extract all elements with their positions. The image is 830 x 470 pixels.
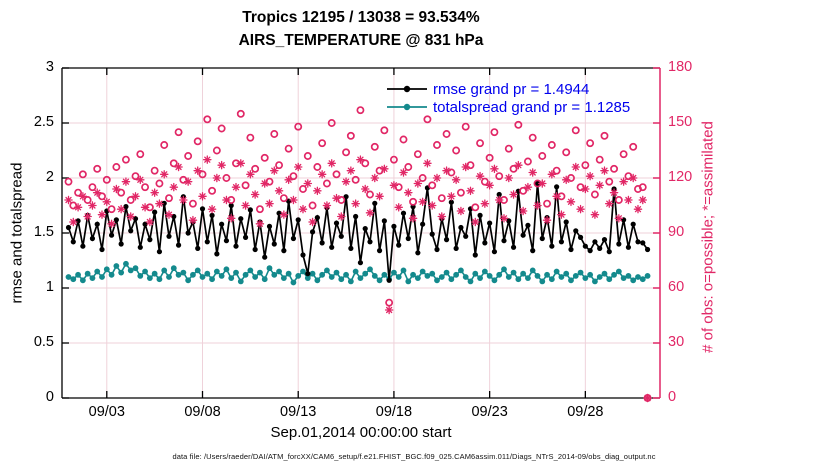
right-y-tick-label: 60	[668, 279, 685, 295]
left-y-tick-label: 2.5	[33, 114, 54, 130]
left-y-tick-label: 1.5	[33, 224, 54, 240]
legend-entry-rmse: rmse grand pr = 1.4944	[386, 80, 630, 98]
x-tick-label: 09/23	[471, 404, 508, 420]
plot-subtitle: AIRS_TEMPERATURE @ 831 hPa	[238, 32, 484, 49]
right-y-tick-label: 180	[668, 59, 693, 75]
right-y-tick-label: 90	[668, 224, 685, 240]
legend-label-totalspread: totalspread grand pr = 1.1285	[433, 98, 631, 116]
legend-label-rmse: rmse grand pr = 1.4944	[433, 80, 590, 98]
legend-entry-totalspread: totalspread grand pr = 1.1285	[386, 98, 630, 116]
left-y-tick-label: 3	[45, 59, 54, 75]
x-tick-label: 09/13	[280, 404, 317, 420]
totalspread-line-marker-icon	[387, 103, 427, 111]
data-file-path: data file: /Users/raeder/DAI/ATM_forcXX/…	[172, 452, 656, 461]
left-y-tick-label: 0	[45, 389, 54, 405]
legend: rmse grand pr = 1.4944 totalspread grand…	[386, 80, 630, 116]
x-axis-label: Sep.01,2014 00:00:00 start	[270, 424, 452, 441]
right-y-tick-label: 30	[668, 334, 685, 350]
rmse-line-marker-icon	[387, 85, 427, 93]
x-tick-label: 09/28	[567, 404, 604, 420]
left-y-tick-label: 2	[45, 169, 54, 185]
plot-title: Tropics 12195 / 13038 = 93.534%	[242, 9, 480, 26]
right-y-tick-label: 150	[668, 114, 693, 130]
right-y-tick-label: 120	[668, 169, 693, 185]
x-tick-label: 09/03	[88, 404, 125, 420]
x-tick-label: 09/08	[184, 404, 221, 420]
left-y-tick-label: 1	[45, 279, 54, 295]
x-tick-label: 09/18	[375, 404, 413, 420]
right-y-tick-label: 0	[668, 389, 677, 405]
left-y-tick-label: 0.5	[33, 334, 54, 350]
